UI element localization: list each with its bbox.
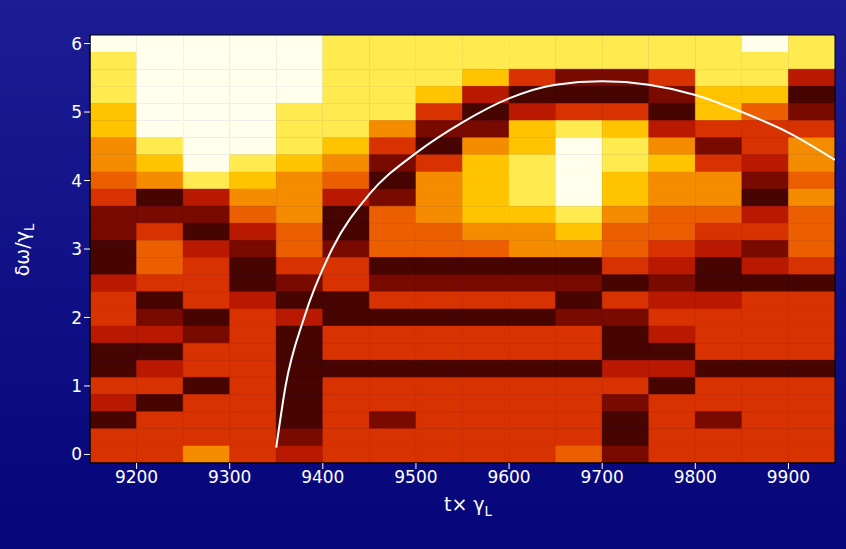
html-text:L: L: [21, 223, 37, 232]
svg-text:6: 6: [71, 34, 82, 54]
svg-text:5: 5: [71, 102, 82, 122]
svg-text:3: 3: [71, 239, 82, 259]
svg-text:9500: 9500: [394, 467, 437, 487]
svg-text:1: 1: [71, 376, 82, 396]
svg-text:9600: 9600: [487, 467, 530, 487]
svg-text:0: 0: [71, 444, 82, 464]
html-text:δω/γ: δω/γ: [11, 231, 34, 277]
svg-text:9200: 9200: [115, 467, 158, 487]
svg-text:9400: 9400: [301, 467, 344, 487]
svg-text:9800: 9800: [674, 467, 717, 487]
svg-text:9700: 9700: [581, 467, 624, 487]
svg-text:9300: 9300: [208, 467, 251, 487]
svg-text:4: 4: [71, 171, 82, 191]
html-text:t× γL: t× γL: [444, 493, 492, 519]
svg-text:2: 2: [71, 308, 82, 328]
svg-text:9900: 9900: [767, 467, 810, 487]
